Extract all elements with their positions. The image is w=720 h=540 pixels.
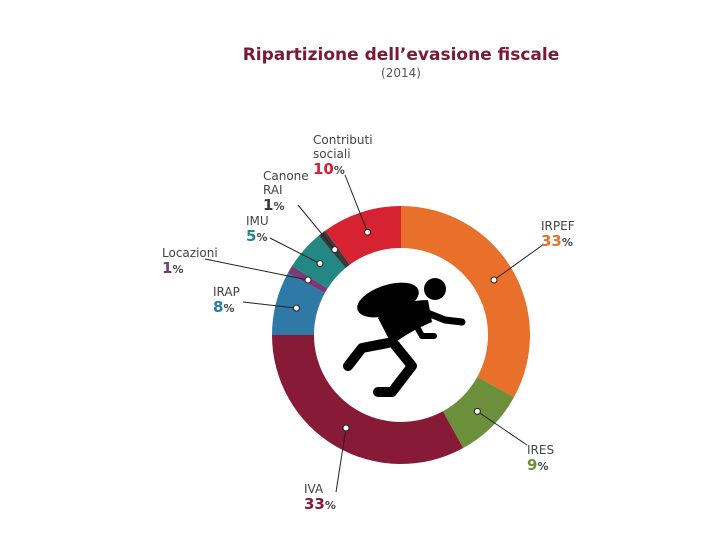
running-thief-icon (343, 278, 466, 397)
leader-line (344, 174, 369, 233)
slice-contributi-sociali (325, 206, 401, 265)
slice-iva (272, 335, 464, 464)
leader-dot (342, 424, 350, 432)
leader-line (477, 410, 528, 446)
leader-dot (473, 407, 481, 415)
leader-dot (364, 228, 372, 236)
slice-label-value: 9% (527, 456, 548, 474)
leader-dot (292, 304, 300, 312)
slice-label-name: IRPEF (541, 219, 575, 233)
leader-dot (304, 276, 312, 284)
leader-line (269, 237, 321, 265)
slice-label-value: 5% (246, 227, 267, 245)
slice-label-value: 8% (213, 298, 234, 316)
slice-label-value: 33% (541, 232, 573, 250)
leader-line (493, 243, 545, 281)
slice-label-name: Contributi sociali (313, 133, 373, 161)
slice-label-name: IMU (246, 214, 269, 228)
leader-dot (316, 260, 324, 268)
slice-label-value: 1% (162, 259, 183, 277)
leader-dot (331, 246, 339, 254)
slice-label-name: IRAP (213, 285, 240, 299)
slice-label-value: 33% (304, 495, 336, 513)
labels-group: IRPEF33%IRES9%IVA33%IRAP8%Locazioni1%IMU… (162, 133, 575, 513)
slice-label-name: Locazioni (162, 246, 218, 260)
leader-line (204, 258, 309, 281)
leader-line (242, 301, 297, 309)
chart-title: Ripartizione dell’evasione fiscale (243, 45, 560, 65)
slice-label-value: 10% (313, 160, 345, 178)
leaders-group (204, 174, 545, 493)
leader-line (335, 427, 347, 493)
slice-label-name: Canone RAI (263, 169, 309, 197)
slice-label-name: IVA (304, 482, 324, 496)
slice-label-name: IRES (527, 443, 554, 457)
leader-dot (490, 276, 498, 284)
slice-irpef (401, 206, 530, 398)
leader-line (297, 204, 336, 250)
slice-label-value: 1% (263, 196, 284, 214)
slice-irap (272, 272, 325, 335)
chart-subtitle: (2014) (381, 66, 421, 80)
